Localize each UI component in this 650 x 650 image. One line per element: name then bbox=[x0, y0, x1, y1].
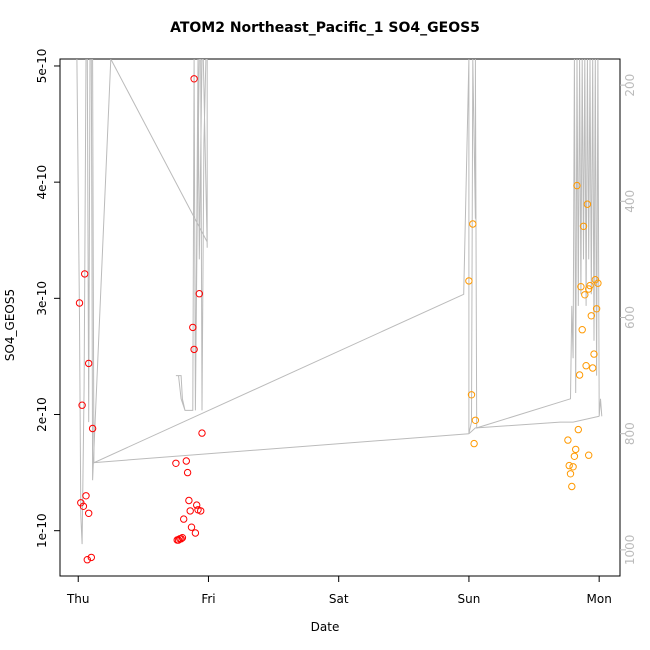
data-point bbox=[581, 291, 589, 299]
pressure-trace-line bbox=[92, 433, 469, 464]
data-point bbox=[195, 290, 204, 298]
plot-frame bbox=[59, 58, 621, 577]
chart-title: ATOM2 Northeast_Pacific_1 SO4_GEOS5 bbox=[170, 20, 480, 36]
y2-tick-label: 800 bbox=[623, 422, 637, 445]
y-tick-label: 3e-10 bbox=[35, 281, 49, 316]
data-point bbox=[193, 501, 201, 509]
data-point bbox=[183, 468, 192, 477]
data-point bbox=[467, 391, 476, 399]
data-point bbox=[592, 305, 601, 313]
data-point bbox=[186, 507, 194, 515]
data-point bbox=[82, 492, 90, 500]
data-point bbox=[590, 350, 598, 358]
data-point bbox=[187, 523, 196, 531]
data-point bbox=[594, 279, 602, 287]
data-point bbox=[85, 509, 93, 517]
data-point bbox=[587, 312, 595, 320]
data-point bbox=[589, 364, 597, 372]
data-point bbox=[582, 362, 590, 370]
x-tick-label: Sat bbox=[329, 592, 349, 606]
data-point bbox=[190, 345, 198, 354]
data-point bbox=[471, 416, 480, 424]
data-point bbox=[191, 529, 200, 537]
data-point bbox=[185, 496, 193, 505]
data-point bbox=[88, 424, 97, 433]
data-point bbox=[578, 326, 586, 334]
data-point bbox=[470, 439, 478, 448]
data-point bbox=[569, 463, 577, 471]
pressure-trace-line bbox=[76, 59, 208, 545]
data-point bbox=[78, 401, 86, 409]
data-point bbox=[197, 507, 205, 515]
x-tick-label: Mon bbox=[587, 592, 612, 606]
data-point bbox=[586, 281, 594, 290]
y-axis-label: SO4_GEOS5 bbox=[3, 288, 17, 362]
y2-tick-label: 400 bbox=[623, 190, 637, 213]
data-point bbox=[180, 515, 188, 523]
data-point bbox=[577, 283, 585, 291]
y2-tick-label: 600 bbox=[623, 306, 637, 329]
x-tick-label: Thu bbox=[66, 592, 90, 606]
data-point bbox=[574, 425, 582, 434]
data-point bbox=[189, 323, 197, 332]
y-tick-label: 1e-10 bbox=[35, 513, 49, 548]
data-point bbox=[172, 459, 180, 467]
data-point bbox=[177, 535, 185, 543]
data-point bbox=[585, 285, 593, 293]
x-tick-label: Sun bbox=[458, 592, 481, 606]
data-point bbox=[75, 299, 84, 307]
data-point bbox=[566, 470, 575, 478]
data-point bbox=[469, 220, 477, 228]
data-point bbox=[178, 534, 187, 542]
data-point bbox=[573, 181, 581, 190]
data-point bbox=[575, 371, 584, 379]
x-tick-label: Fri bbox=[201, 592, 215, 606]
data-point bbox=[85, 359, 93, 368]
x-axis-label: Date bbox=[310, 620, 340, 634]
pressure-trace-line bbox=[468, 415, 600, 435]
data-point bbox=[585, 451, 593, 459]
y-tick-label: 4e-10 bbox=[35, 165, 49, 200]
data-point bbox=[87, 553, 96, 562]
data-point bbox=[198, 429, 206, 437]
y-tick-label: 2e-10 bbox=[35, 397, 49, 432]
y2-tick-label: 200 bbox=[623, 74, 637, 97]
data-point bbox=[83, 556, 92, 564]
y2-tick-label: 1000 bbox=[623, 535, 637, 566]
data-point bbox=[572, 445, 580, 454]
data-point bbox=[565, 461, 573, 470]
data-point bbox=[568, 482, 576, 491]
data-point bbox=[465, 277, 473, 285]
data-point bbox=[182, 457, 191, 465]
data-point bbox=[583, 200, 592, 208]
data-point bbox=[564, 436, 572, 444]
y-tick-label: 5e-10 bbox=[35, 49, 49, 84]
data-point bbox=[579, 222, 588, 231]
data-point bbox=[190, 75, 198, 83]
data-point bbox=[79, 502, 88, 510]
pressure-trace-line bbox=[92, 59, 603, 464]
data-point bbox=[570, 452, 579, 460]
data-point bbox=[81, 270, 89, 278]
